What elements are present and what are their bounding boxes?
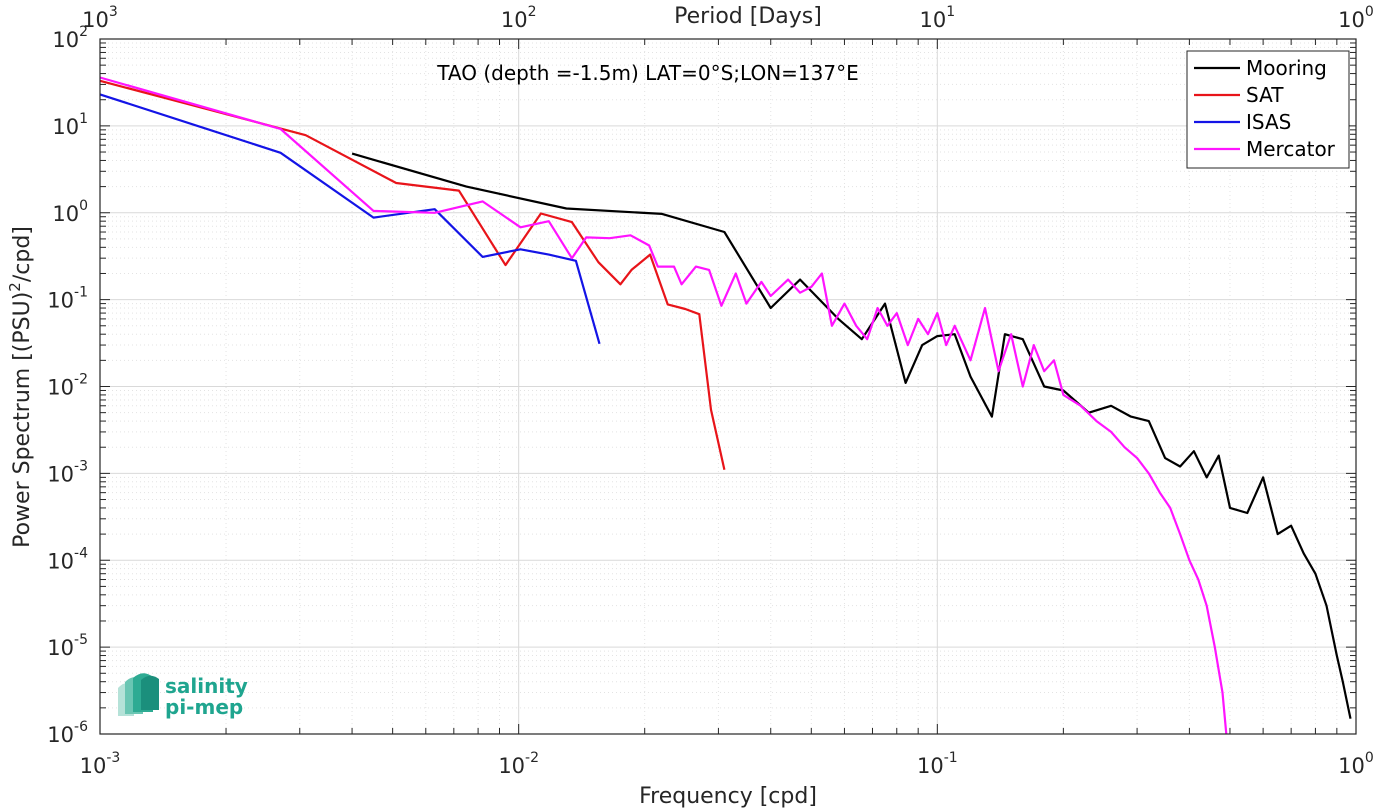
top-tick-label-base: 10 [1338, 8, 1365, 32]
top-tick-label: 103 [82, 4, 118, 32]
y-tick-label: 10-6 [47, 719, 88, 747]
logo-text-line2: pi-mep [165, 695, 243, 719]
y-tick-label: 102 [52, 24, 88, 52]
legend: Mooring SAT ISAS Mercator [1186, 50, 1350, 169]
top-tick-label-exp: 0 [1365, 4, 1374, 20]
series-line-mercator [99, 76, 1228, 735]
top-tick-label-base: 10 [82, 8, 109, 32]
x-tick-label: 10-1 [917, 750, 958, 778]
tick-marks [99, 39, 1356, 735]
y-tick-label: 10-2 [47, 372, 88, 400]
y-tick-label-exp: -6 [74, 719, 88, 735]
y-tick-label: 101 [52, 111, 88, 139]
x-tick-label: 10-2 [498, 750, 539, 778]
series-line-isas [99, 93, 601, 345]
y-tick-label-base: 10 [52, 202, 79, 226]
top-tick-label: 101 [920, 4, 956, 32]
y-tick-label-base: 10 [47, 723, 74, 747]
y-tick-label-exp: 1 [79, 111, 88, 127]
y-tick-label-base: 10 [52, 115, 79, 139]
y-tick-label: 10-3 [47, 458, 88, 486]
top-tick-label-exp: 2 [528, 4, 537, 20]
x-tick-label-base: 10 [917, 754, 944, 778]
x-tick-label-base: 10 [80, 754, 107, 778]
legend-label-mooring: Mooring [1246, 56, 1327, 80]
x-tick-label: 10-3 [80, 750, 121, 778]
grid [99, 39, 1356, 735]
x-tick-label-base: 10 [498, 754, 525, 778]
x-tick-label-exp: 0 [1365, 750, 1374, 766]
y-tick-label-exp: -2 [74, 372, 88, 388]
y-tick-label-base: 10 [47, 636, 74, 660]
y-axis-label-tail: /cpd] [10, 226, 35, 282]
y-tick-label-exp: -3 [74, 458, 88, 474]
y-tick-label-exp: 2 [79, 24, 88, 40]
y-tick-label-base: 10 [47, 376, 74, 400]
y-tick-label-exp: -5 [74, 632, 88, 648]
y-tick-label-base: 10 [47, 462, 74, 486]
y-tick-label-base: 10 [47, 549, 74, 573]
top-tick-label-base: 10 [920, 8, 947, 32]
legend-label-sat: SAT [1246, 83, 1284, 107]
series-line-mooring [351, 152, 1352, 719]
y-tick-label: 10-1 [47, 285, 88, 313]
series-layer [99, 76, 1352, 735]
top-axis-label: Period [Days] [674, 4, 822, 29]
y-tick-label: 10-5 [47, 632, 88, 660]
y-tick-label-exp: -4 [74, 545, 88, 561]
y-tick-label-exp: 0 [79, 198, 88, 214]
y-axis-label-main: Power Spectrum [(PSU) [10, 292, 35, 548]
y-tick-label-exp: -1 [74, 285, 88, 301]
x-tick-label-exp: -2 [525, 750, 539, 766]
plot-title: TAO (depth =-1.5m) LAT=0°S;LON=137°E [436, 61, 858, 85]
y-axis-label-exp: 2 [6, 282, 24, 292]
logo-wave-4 [141, 675, 159, 710]
top-tick-label: 102 [501, 4, 537, 32]
legend-label-isas: ISAS [1246, 110, 1291, 134]
x-tick-label: 100 [1338, 750, 1374, 778]
y-tick-label: 10-4 [47, 545, 88, 573]
y-tick-label: 100 [52, 198, 88, 226]
y-tick-label-base: 10 [47, 289, 74, 313]
logo-text-line1: salinity [165, 674, 248, 698]
x-tick-label-exp: -1 [944, 750, 958, 766]
top-tick-label-exp: 3 [109, 4, 118, 20]
y-axis-label: Power Spectrum [(PSU)2/cpd] [6, 226, 35, 548]
x-axis-label: Frequency [cpd] [639, 784, 817, 809]
top-tick-label-base: 10 [501, 8, 528, 32]
salinity-pi-mep-logo: salinity pi-mep [118, 673, 248, 719]
y-tick-label-base: 10 [52, 28, 79, 52]
legend-label-mercator: Mercator [1246, 137, 1336, 161]
x-tick-label-exp: -3 [106, 750, 120, 766]
series-line-sat [99, 79, 726, 471]
top-tick-label-exp: 1 [946, 4, 955, 20]
top-tick-label: 100 [1338, 4, 1374, 32]
x-tick-label-base: 10 [1338, 754, 1365, 778]
